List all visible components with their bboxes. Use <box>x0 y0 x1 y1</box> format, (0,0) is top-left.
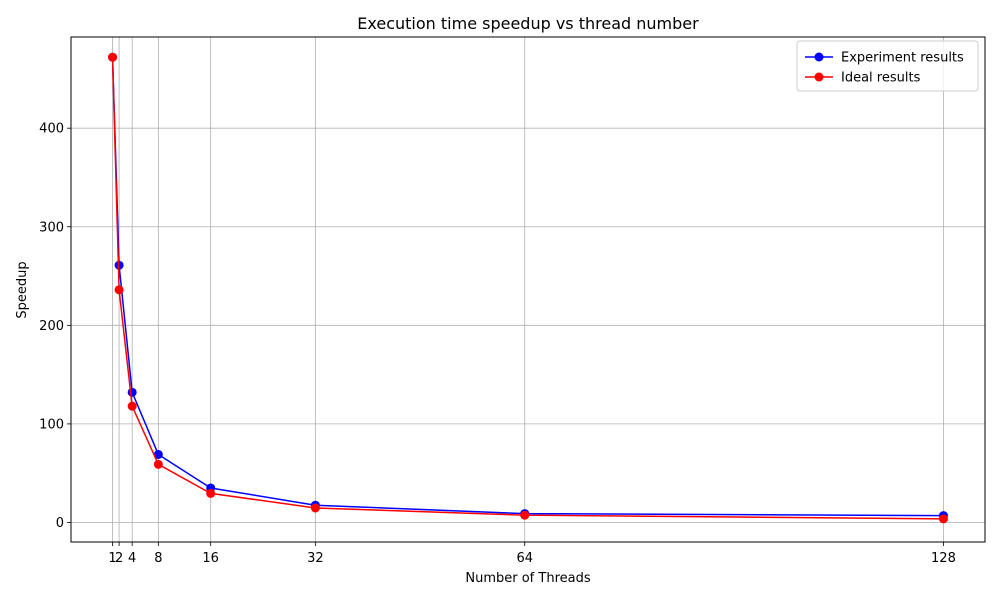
data-point <box>520 510 530 520</box>
x-axis-title: Number of Threads <box>465 571 590 586</box>
ticks: 12 4 8 16 32 64 128 0 100 200 300 400 <box>39 122 956 566</box>
legend: Experiment results Ideal results <box>796 40 979 92</box>
data-point <box>114 285 124 295</box>
data-point <box>153 459 163 469</box>
legend-label-ideal: Ideal results <box>841 71 921 86</box>
legend-marker-ideal <box>814 72 824 82</box>
legend-marker-experiment <box>814 52 824 62</box>
data-point <box>938 514 948 524</box>
data-point <box>127 387 137 397</box>
x-tick-label: 2 <box>115 551 123 566</box>
data-point <box>127 401 137 411</box>
x-tick-label: 64 <box>516 551 533 566</box>
x-tick-label: 16 <box>202 551 219 566</box>
legend-box <box>796 40 979 92</box>
data-point <box>310 503 320 513</box>
y-axis-title: Speedup <box>15 261 30 318</box>
x-tick-label: 128 <box>931 551 956 566</box>
y-tick-label: 300 <box>39 220 64 235</box>
chart-title: Execution time speedup vs thread number <box>357 14 699 33</box>
series-layer <box>108 52 948 524</box>
data-point <box>206 488 216 498</box>
plot-frame <box>70 36 986 543</box>
y-tick-label: 200 <box>39 319 64 334</box>
series-ideal <box>108 52 948 524</box>
y-tick-label: 0 <box>56 516 64 531</box>
x-tick-label: 1 <box>108 551 116 566</box>
series-line <box>111 57 944 520</box>
x-tick-label: 8 <box>154 551 162 566</box>
data-point <box>153 449 163 459</box>
legend-label-experiment: Experiment results <box>841 51 964 66</box>
y-tick-label: 100 <box>39 417 64 432</box>
data-point <box>108 52 118 62</box>
y-tick-label: 400 <box>39 122 64 137</box>
x-tick-label: 32 <box>307 551 324 566</box>
x-tick-label: 4 <box>128 551 136 566</box>
